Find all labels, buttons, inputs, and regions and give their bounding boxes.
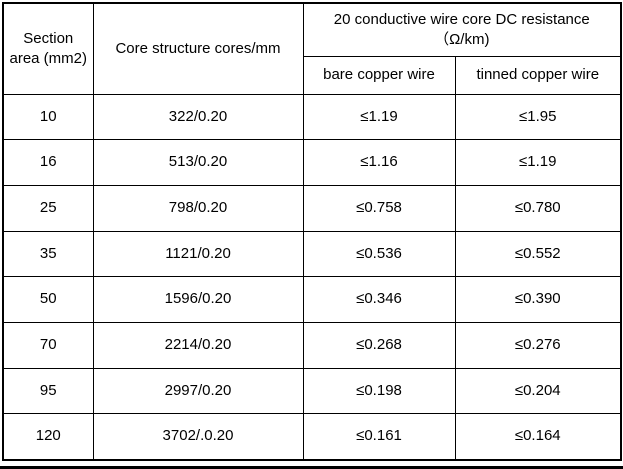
cell-bare-resistance: ≤0.346 [302,276,456,323]
cell-tinned-resistance: ≤0.276 [454,321,622,369]
cell-section-area: 16 [2,139,94,186]
table-row: 35 1121/0.20 ≤0.536 ≤0.552 [2,230,622,278]
table-body: 10 322/0.20 ≤1.19 ≤1.95 16 513/0.20 ≤1.1… [2,93,622,460]
cell-bare-resistance: ≤0.268 [302,321,456,369]
header-section-area: Section area (mm2) [2,2,94,95]
header-row-sub: bare copper wire tinned copper wire [3,55,622,95]
cell-bare-resistance: ≤0.161 [302,413,456,460]
cell-tinned-resistance: ≤0.164 [454,413,622,460]
cell-bare-resistance: ≤0.536 [302,230,456,278]
cell-section-area: 35 [2,230,94,278]
cell-core-structure: 1596/0.20 [92,276,304,323]
cell-section-area: 120 [2,413,94,460]
cell-tinned-resistance: ≤1.19 [454,139,622,186]
table-row: 95 2997/0.20 ≤0.198 ≤0.204 [2,367,622,415]
cell-tinned-resistance: ≤0.552 [454,230,622,278]
table-row: 70 2214/0.20 ≤0.268 ≤0.276 [2,321,622,369]
cell-core-structure: 322/0.20 [92,93,304,141]
cell-core-structure: 3702/.0.20 [92,413,304,460]
cell-tinned-resistance: ≤0.204 [454,367,622,415]
header-core-structure: Core structure cores/mm [92,2,304,95]
cell-core-structure: 513/0.20 [92,139,304,186]
table-row: 25 798/0.20 ≤0.758 ≤0.780 [2,184,622,232]
header-tinned-copper-wire: tinned copper wire [454,55,622,95]
cell-tinned-resistance: ≤1.95 [454,93,622,141]
table-row: 16 513/0.20 ≤1.16 ≤1.19 [2,139,622,186]
table-row: 10 322/0.20 ≤1.19 ≤1.95 [2,93,622,141]
cell-section-area: 10 [2,93,94,141]
cell-core-structure: 1121/0.20 [92,230,304,278]
cell-core-structure: 798/0.20 [92,184,304,232]
cell-section-area: 70 [2,321,94,369]
cell-core-structure: 2997/0.20 [92,367,304,415]
cell-tinned-resistance: ≤0.780 [454,184,622,232]
cell-tinned-resistance: ≤0.390 [454,276,622,323]
cell-core-structure: 2214/0.20 [92,321,304,369]
table-header: Section area (mm2) Core structure cores/… [2,2,622,95]
cropped-next-row-border [0,466,623,469]
table-row: 50 1596/0.20 ≤0.346 ≤0.390 [2,276,622,323]
header-dc-resistance-group: 20 conductive wire core DC resistance （Ω… [302,2,622,57]
header-bare-copper-wire: bare copper wire [302,55,456,95]
wire-spec-table: Section area (mm2) Core structure cores/… [2,2,623,461]
table-row: 120 3702/.0.20 ≤0.161 ≤0.164 [2,413,622,460]
cell-bare-resistance: ≤1.19 [302,93,456,141]
cell-bare-resistance: ≤0.198 [302,367,456,415]
cell-bare-resistance: ≤1.16 [302,139,456,186]
cell-bare-resistance: ≤0.758 [302,184,456,232]
cell-section-area: 50 [2,276,94,323]
cell-section-area: 95 [2,367,94,415]
header-row-top: Section area (mm2) Core structure cores/… [2,2,622,95]
cell-section-area: 25 [2,184,94,232]
